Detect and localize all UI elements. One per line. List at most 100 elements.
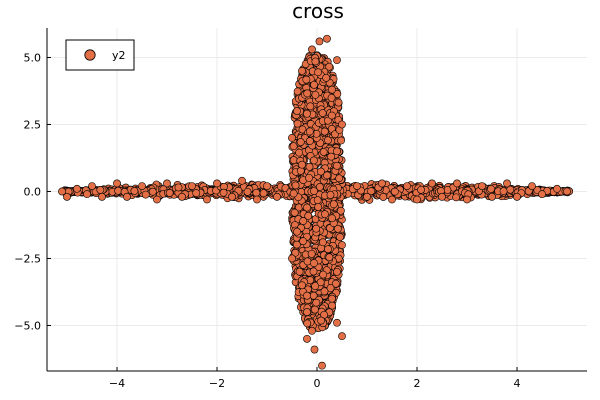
scatter-point <box>338 120 346 129</box>
scatter-point <box>318 361 326 370</box>
scatter-point <box>438 192 446 201</box>
scatter-point <box>98 192 106 201</box>
x-tick-label: 4 <box>514 377 521 390</box>
scatter-point <box>403 182 411 190</box>
y-tick-label: 5.0 <box>24 51 42 64</box>
scatter-point <box>311 57 320 66</box>
x-tick-label: −2 <box>209 377 225 390</box>
scatter-point <box>453 179 461 188</box>
scatter-point <box>304 211 313 220</box>
scatter-point <box>320 287 329 296</box>
scatter-point <box>563 187 571 196</box>
scatter-point <box>141 190 150 199</box>
scatter-point <box>318 109 327 117</box>
scatter-point <box>165 189 174 197</box>
scatter-point <box>312 224 321 233</box>
scatter-point <box>123 192 131 201</box>
scatter-point <box>327 111 336 120</box>
scatter-point <box>333 90 342 98</box>
y-tick-label: 0.0 <box>24 185 42 198</box>
scatter-point <box>315 183 324 191</box>
scatter-point <box>298 66 306 75</box>
scatter-point <box>443 186 452 194</box>
scatter-point <box>323 171 331 180</box>
legend-marker <box>84 49 96 61</box>
scatter-point <box>503 179 511 188</box>
scatter-point <box>293 119 302 128</box>
scatter-point <box>353 182 361 190</box>
scatter-point <box>153 195 161 204</box>
scatter-point <box>308 45 316 54</box>
scatter-point <box>463 195 471 204</box>
scatter-point <box>336 206 345 215</box>
scatter-point <box>178 192 186 201</box>
scatter-point <box>253 195 261 204</box>
scatter-point <box>289 156 298 164</box>
scatter-point <box>308 326 316 335</box>
plot-area: −4 −2 0 2 4 −5.0 −2.5 0.0 2.5 5.0 y2 <box>14 28 587 390</box>
scatter-point <box>310 259 318 268</box>
scatter-point <box>289 142 298 151</box>
x-tick-label: −4 <box>109 377 125 390</box>
scatter-point <box>390 187 399 196</box>
scatter-point <box>307 249 316 258</box>
scatter-point <box>302 75 311 84</box>
scatter-point <box>316 167 325 176</box>
scatter-point <box>413 195 421 204</box>
scatter-point <box>322 73 331 82</box>
scatter-point <box>417 185 425 194</box>
scatter-point <box>538 190 546 199</box>
scatter-point <box>163 179 171 188</box>
scatter-point <box>329 200 338 209</box>
scatter-point <box>305 162 314 171</box>
scatter-point <box>303 334 311 343</box>
scatter-point <box>298 160 306 169</box>
scatter-point <box>478 182 486 190</box>
scatter-point <box>289 189 298 198</box>
scatter-point <box>378 179 386 188</box>
scatter-point <box>310 345 319 354</box>
scatter-point <box>327 93 336 102</box>
scatter-point <box>238 176 246 185</box>
scatter-point <box>309 267 318 276</box>
scatter-point <box>338 332 346 341</box>
scatter-point <box>328 294 336 303</box>
x-tick-label: 0 <box>314 377 321 390</box>
scatter-point <box>192 189 201 198</box>
scatter-point <box>311 90 320 99</box>
scatter-point <box>324 136 332 145</box>
scatter-point <box>315 37 324 46</box>
scatter-point <box>298 281 306 290</box>
scatter-point <box>314 68 323 77</box>
scatter-point <box>363 192 371 201</box>
scatter-point <box>312 298 321 307</box>
scatter-point <box>320 127 329 136</box>
scatter-point <box>487 185 495 193</box>
scatter-point <box>328 85 336 94</box>
scatter-point <box>379 193 388 201</box>
scatter-point <box>303 291 311 300</box>
scatter-point <box>311 282 320 291</box>
scatter-point <box>488 192 496 201</box>
scatter-point <box>513 192 521 201</box>
scatter-point <box>323 116 332 125</box>
legend-box <box>65 39 135 71</box>
scatter-point <box>63 192 71 201</box>
scatter-point <box>188 182 196 190</box>
scatter-point <box>259 189 268 198</box>
scatter-point <box>58 187 66 196</box>
scatter-point <box>320 210 329 219</box>
legend-label: y2 <box>112 49 126 62</box>
scatter-point <box>310 80 318 89</box>
scatter-point <box>88 182 96 190</box>
scatter-point <box>73 184 81 193</box>
scatter-point <box>303 203 311 212</box>
scatter-point <box>263 182 271 190</box>
scatter-point <box>310 305 319 314</box>
scatter-point <box>333 267 341 276</box>
scatter-point <box>319 148 328 156</box>
scatter-point <box>314 203 323 211</box>
scatter-point <box>293 227 301 236</box>
scatter-point <box>138 182 146 190</box>
scatter-point <box>337 136 345 145</box>
